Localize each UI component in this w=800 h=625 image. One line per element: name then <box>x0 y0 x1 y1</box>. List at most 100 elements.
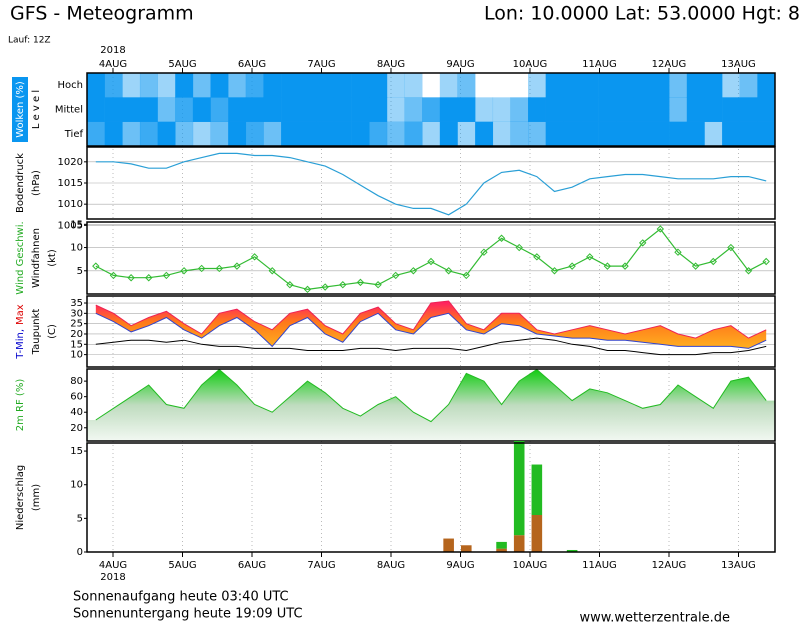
cloud-cell <box>175 121 194 147</box>
cloud-cell <box>210 97 229 122</box>
cloud-cell <box>686 121 705 147</box>
series-line <box>95 228 767 291</box>
y-axis-label-part: L e v e l <box>31 90 42 129</box>
day-label-top: 12AUG <box>652 59 687 70</box>
cloud-cell <box>281 73 299 98</box>
y-axis-label-part: 2m RF (%) <box>15 379 26 432</box>
y-axis-label-part: (kt) <box>47 249 58 267</box>
marker <box>621 262 629 270</box>
y-tick-label: 10 <box>70 243 83 254</box>
cloud-cell <box>210 73 229 98</box>
level-label: Hoch <box>58 80 83 91</box>
y-tick-label: 30 <box>70 308 83 319</box>
marker <box>286 281 294 289</box>
marker <box>480 248 488 256</box>
cloud-cell <box>757 97 776 122</box>
bar <box>460 545 472 552</box>
cloud-cell <box>510 97 529 122</box>
panel-frame <box>86 221 776 295</box>
y-tick-label: 25 <box>70 319 83 330</box>
series-line <box>95 152 767 216</box>
cloud-cell <box>157 121 176 147</box>
cloud-cell <box>616 121 635 147</box>
cloud-cell <box>633 121 652 147</box>
marker <box>356 278 365 287</box>
y-axis-label-part: Windfahnen <box>31 228 42 288</box>
y-axis-label: T-Min, Max <box>15 304 26 359</box>
day-label-bottom: 13AUG <box>721 560 756 571</box>
y-axis-label: Bodendruck <box>15 153 26 213</box>
y-axis-label-part: Taupunkt <box>31 309 42 356</box>
range-fill <box>95 300 767 349</box>
day-label-top: 4AUG <box>99 59 127 70</box>
marker <box>691 262 700 270</box>
marker <box>638 239 647 247</box>
y-axis-label: Niederschlag <box>15 465 26 530</box>
cloud-cell <box>686 97 705 122</box>
y-axis-label-part: Wind Geschwi. <box>15 221 26 294</box>
cloud-cell <box>633 97 652 122</box>
marker <box>268 267 276 275</box>
cloud-cell <box>351 73 370 98</box>
marker <box>392 271 400 280</box>
y-tick-label: 20 <box>70 329 83 340</box>
bar <box>531 514 543 552</box>
marker <box>250 253 259 261</box>
cloud-cell <box>545 73 564 98</box>
marker <box>127 274 135 282</box>
cloud-cell <box>722 73 741 98</box>
cloud-cell <box>528 73 546 98</box>
cloud-cell <box>104 121 123 147</box>
year-bottom: 2018 <box>100 572 125 583</box>
cloud-cell <box>704 121 723 147</box>
marker <box>180 267 188 275</box>
y-tick-label: 60 <box>70 392 83 403</box>
series-line <box>95 337 767 356</box>
cloud-cell <box>598 73 617 98</box>
bar <box>566 549 578 552</box>
cloud-cell <box>439 97 458 122</box>
cloud-cell <box>298 73 317 98</box>
y-axis-label: (C) <box>47 324 58 339</box>
cloud-cell <box>669 121 688 147</box>
marker <box>497 234 506 242</box>
cloud-cell <box>192 121 211 147</box>
area-fill <box>87 369 775 441</box>
cloud-cell <box>545 97 564 122</box>
cloud-cell <box>580 121 599 147</box>
cloud-cell <box>281 97 299 122</box>
cloud-cell <box>316 121 335 147</box>
day-label-bottom: 7AUG <box>307 560 335 571</box>
cloud-cell <box>122 97 141 122</box>
cloud-cell <box>192 97 211 122</box>
cloud-cell <box>245 73 264 98</box>
y-axis-label-part: (hPa) <box>31 170 42 196</box>
y-axis-label-part: (C) <box>47 324 58 339</box>
cloud-cell <box>633 73 652 98</box>
cloud-cell <box>739 73 758 98</box>
cloud-cell <box>722 97 741 122</box>
cloud-cell <box>475 73 493 98</box>
label-bg <box>12 77 28 142</box>
y-axis-label-part: T-Min, <box>15 329 26 360</box>
marker <box>709 257 717 266</box>
cloud-cell <box>263 121 282 147</box>
cloud-cell <box>245 97 264 122</box>
marker <box>427 257 435 266</box>
marker <box>550 267 559 275</box>
marker <box>533 253 541 261</box>
bar <box>443 538 454 552</box>
cloud-cell <box>369 73 388 98</box>
sunset: Sonnenuntergang heute 19:09 UTC <box>73 607 303 622</box>
marker <box>515 243 523 252</box>
y-tick-label: 5 <box>77 266 83 277</box>
cloud-cell <box>298 121 317 147</box>
y-axis-label-part: Max <box>15 304 26 325</box>
series-line <box>95 312 767 349</box>
cloud-cell <box>457 97 476 122</box>
marker <box>674 248 682 256</box>
y-axis-label: Taupunkt <box>31 309 42 356</box>
bar <box>513 535 525 552</box>
y-axis-label: Wind Geschwi. <box>15 221 26 294</box>
